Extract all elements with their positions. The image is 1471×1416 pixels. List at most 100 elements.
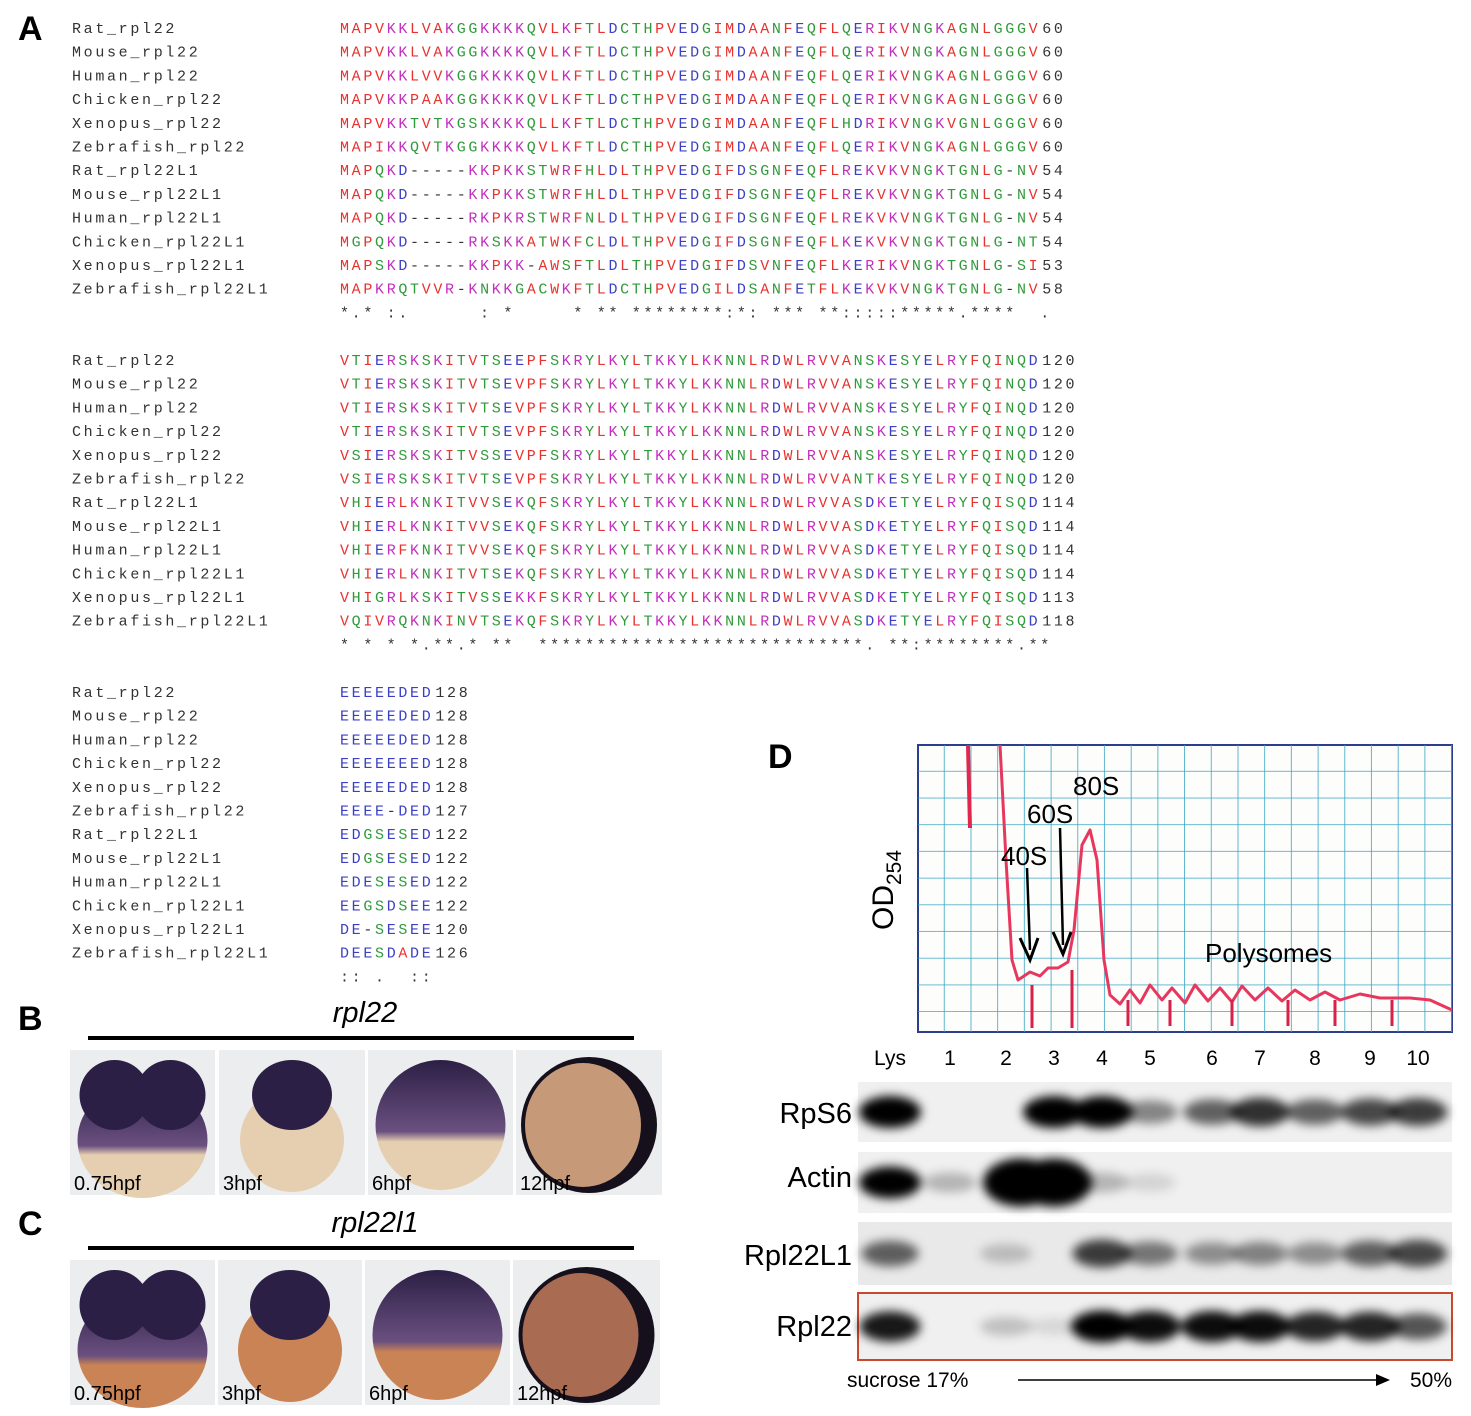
residue: A (749, 140, 761, 157)
residue: R (947, 353, 959, 370)
residue: K (714, 424, 726, 441)
residue: K (410, 614, 422, 631)
residue: K (433, 353, 445, 370)
residue: D (387, 898, 399, 915)
residue: E (363, 804, 375, 821)
residue: R (947, 519, 959, 536)
gradient-start: sucrose 17% (847, 1369, 968, 1392)
residue: I (877, 45, 889, 62)
residue: T (352, 353, 364, 370)
residue: N (912, 68, 924, 85)
residue: R (387, 495, 399, 512)
residue: E (340, 709, 352, 726)
residue: G (994, 92, 1006, 109)
residue: L (982, 140, 994, 157)
residue: N (772, 116, 784, 133)
residue: M (725, 140, 737, 157)
residue: Q (1017, 424, 1029, 441)
residue: T (900, 590, 912, 607)
residue: H (643, 282, 655, 299)
residue: V (830, 566, 842, 583)
residue: K (655, 566, 667, 583)
residue: L (597, 282, 609, 299)
residue: A (947, 21, 959, 38)
residue: Q (1017, 566, 1029, 583)
residue: L (935, 424, 947, 441)
residue: S (398, 424, 410, 441)
residue: T (643, 400, 655, 417)
residue: I (445, 590, 457, 607)
residue: Q (527, 519, 539, 536)
residue: A (842, 519, 854, 536)
residue: R (760, 543, 772, 560)
blot-label: Actin (788, 1162, 852, 1194)
band (1122, 1241, 1178, 1266)
residue: G (924, 92, 936, 109)
residue: Q (982, 590, 994, 607)
residue: T (632, 68, 644, 85)
residue: P (655, 21, 667, 38)
residue: E (340, 804, 352, 821)
residue: V (468, 590, 480, 607)
residue: V (375, 614, 387, 631)
residue: K (562, 140, 574, 157)
residue: Q (842, 140, 854, 157)
residue: Q (982, 448, 994, 465)
residue: D (608, 68, 620, 85)
residue: K (667, 614, 679, 631)
residue: L (597, 590, 609, 607)
residue: G (924, 68, 936, 85)
residue: D (690, 68, 702, 85)
residue: - (433, 258, 445, 275)
residue: F (784, 140, 796, 157)
sequence: EEEEEDED (340, 780, 433, 797)
residue: V (667, 163, 679, 180)
sequence-end: 60 (1042, 21, 1065, 38)
band (1340, 1098, 1400, 1126)
residue: P (527, 472, 539, 489)
residue: K (562, 353, 574, 370)
embryo-cap (252, 1060, 332, 1130)
residue: T (632, 282, 644, 299)
residue: Y (912, 543, 924, 560)
residue: H (352, 519, 364, 536)
band (1124, 1173, 1176, 1192)
residue: S (854, 590, 866, 607)
sequence-end: 128 (435, 709, 470, 726)
residue: Y (585, 614, 597, 631)
residue: K (935, 234, 947, 251)
consensus: :: . :: (340, 969, 433, 986)
residue: V (819, 590, 831, 607)
residue: Y (912, 424, 924, 441)
residue: E (422, 922, 434, 939)
residue: K (492, 21, 504, 38)
residue: T (480, 614, 492, 631)
profile-grid (918, 745, 1452, 1032)
residue: M (340, 282, 352, 299)
residue: F (819, 140, 831, 157)
residue: V (480, 519, 492, 536)
residue: V (468, 424, 480, 441)
residue: L (620, 211, 632, 228)
sequence-end: 54 (1042, 163, 1065, 180)
residue: R (807, 614, 819, 631)
residue: E (375, 780, 387, 797)
polysomes-label: Polysomes (1205, 938, 1332, 968)
residue: K (935, 45, 947, 62)
sequence-end: 113 (1042, 590, 1077, 607)
residue: K (608, 590, 620, 607)
residue: R (760, 353, 772, 370)
residue: I (445, 472, 457, 489)
residue: V (340, 400, 352, 417)
residue: I (445, 424, 457, 441)
residue: E (678, 92, 690, 109)
residue: G (702, 140, 714, 157)
residue: I (363, 495, 375, 512)
residue: D (422, 804, 434, 821)
residue: K (480, 21, 492, 38)
sequence-name: Zebrafish_rpl22 (72, 804, 247, 821)
residue: V (877, 234, 889, 251)
residue: K (387, 211, 399, 228)
residue: - (410, 211, 422, 228)
residue: S (550, 590, 562, 607)
